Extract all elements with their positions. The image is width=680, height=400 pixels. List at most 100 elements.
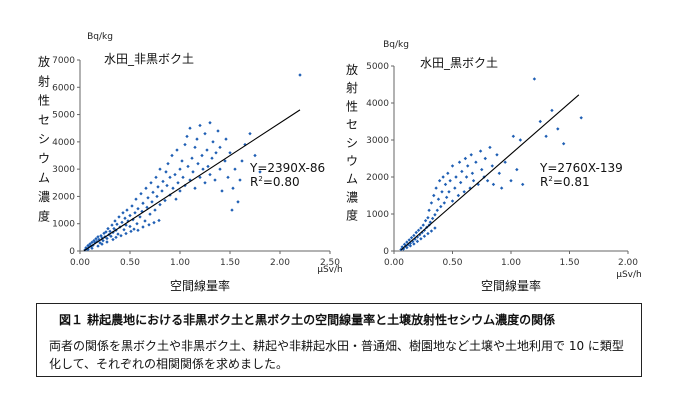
data-point — [220, 189, 224, 193]
y-axis-title-char: 放 — [346, 62, 358, 77]
data-point — [131, 217, 135, 222]
data-point — [105, 240, 109, 244]
data-point — [161, 179, 165, 184]
data-point — [490, 164, 494, 168]
data-point — [198, 123, 202, 128]
data-point — [110, 223, 114, 227]
data-point — [544, 134, 548, 138]
data-point — [132, 227, 136, 231]
data-point — [124, 231, 128, 236]
data-point — [515, 167, 519, 172]
r-squared-label: R2=0.81 — [540, 175, 590, 189]
data-point — [102, 231, 106, 235]
data-point — [412, 233, 416, 238]
data-point — [188, 126, 192, 130]
data-point — [429, 201, 434, 205]
data-point — [136, 228, 140, 232]
data-point — [196, 161, 200, 166]
data-point — [94, 237, 98, 241]
data-point — [419, 237, 423, 241]
data-point — [126, 219, 130, 223]
x-axis-title: 空間線量率 — [170, 278, 230, 293]
data-point — [203, 131, 207, 136]
chart-2: 0 1000 2000 3000 4000 5000 0.00 0.50 1.00 1.50 2.0… — [346, 40, 642, 293]
data-point — [178, 189, 182, 193]
data-point — [457, 160, 462, 164]
y-tick-label: 2000 — [366, 173, 389, 183]
y-axis-title-char: 度 — [38, 208, 50, 223]
data-point — [446, 171, 450, 175]
y-unit-label: Bq/kg — [383, 40, 409, 50]
data-point — [163, 198, 167, 203]
data-point — [198, 175, 202, 180]
data-point — [405, 240, 409, 244]
data-point — [135, 222, 139, 226]
data-point — [413, 237, 417, 241]
data-point — [101, 238, 105, 243]
data-point — [149, 181, 153, 185]
data-point — [230, 208, 234, 212]
y-tick-label: 2000 — [52, 192, 75, 202]
data-point — [206, 164, 210, 169]
y-axis-title-char: 射 — [346, 80, 358, 95]
y-unit-label: Bq/kg — [87, 32, 113, 42]
data-point — [218, 167, 222, 171]
data-point — [168, 175, 172, 180]
data-point — [429, 229, 434, 233]
x-tick-label: 1.00 — [501, 258, 521, 268]
data-point — [114, 235, 118, 240]
data-point — [439, 204, 443, 209]
regression-equation: Y=2760X-139 — [539, 161, 623, 175]
data-point — [511, 134, 516, 138]
data-points — [399, 77, 583, 252]
data-point — [495, 153, 499, 157]
data-point — [579, 116, 583, 120]
data-point — [518, 138, 523, 142]
data-point — [414, 230, 418, 235]
x-tick-label: 2.00 — [618, 258, 638, 268]
y-tick-label: 1000 — [52, 220, 75, 230]
data-point — [174, 197, 178, 201]
data-point — [154, 175, 158, 180]
data-point — [444, 195, 449, 200]
data-point — [532, 77, 537, 81]
data-point — [134, 197, 138, 201]
y-tick-label: 5000 — [366, 62, 389, 72]
data-point — [231, 186, 235, 190]
data-point — [419, 226, 423, 230]
data-point — [478, 149, 483, 153]
data-point — [100, 242, 104, 246]
data-point — [248, 131, 252, 136]
x-tick-label: 1.50 — [220, 258, 240, 268]
chart-title: 水田_黒ボク土 — [420, 56, 498, 70]
data-point — [521, 182, 525, 187]
y-axis-title-char: 射 — [38, 73, 50, 88]
data-point — [408, 244, 413, 248]
data-point — [423, 218, 428, 223]
y-axis-title-char: ウ — [346, 154, 358, 168]
data-point — [152, 220, 156, 225]
data-point — [298, 73, 302, 77]
y-axis-title-char: 濃 — [346, 190, 358, 204]
data-point — [253, 153, 257, 158]
y-axis-title-char: シ — [38, 132, 50, 146]
data-point — [550, 108, 554, 113]
data-point — [116, 232, 120, 236]
scatter-charts: 0 1000 2000 3000 4000 5000 6000 7000 0.00 0.50 1.0… — [38, 32, 642, 293]
data-point — [435, 208, 439, 212]
data-point — [208, 172, 212, 177]
data-point — [181, 175, 185, 180]
x-unit-label: μSv/h — [317, 265, 343, 275]
data-point — [211, 140, 215, 144]
x-tick-label: 2.50 — [320, 258, 340, 268]
data-point — [128, 213, 132, 218]
data-point — [157, 218, 161, 223]
data-point — [146, 196, 150, 200]
data-point — [224, 137, 228, 141]
data-point — [422, 234, 427, 238]
data-point — [175, 148, 179, 152]
data-point — [176, 181, 180, 185]
data-point — [428, 220, 432, 224]
y-axis-title-char: 放 — [38, 54, 50, 69]
data-point — [193, 145, 197, 150]
